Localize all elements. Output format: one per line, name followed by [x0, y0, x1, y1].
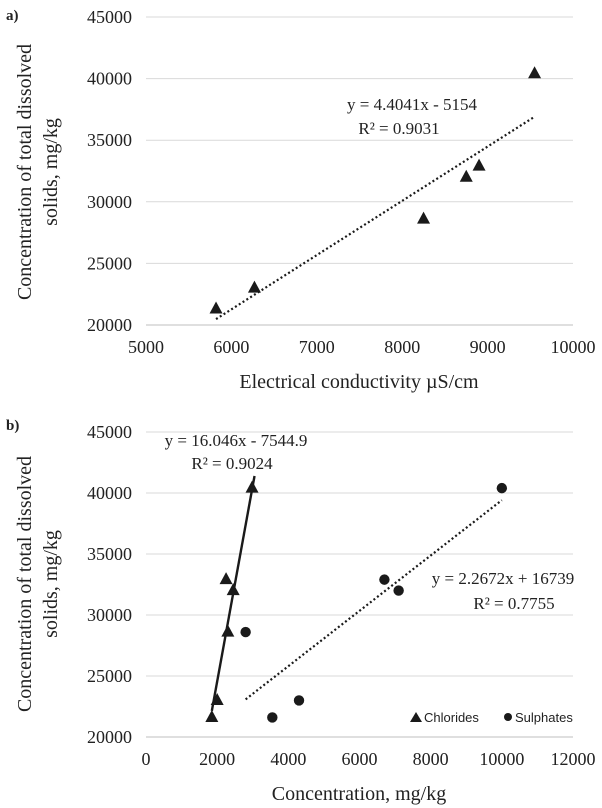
panel-a-y-axis-title-line2: solids, mg/kg — [40, 118, 62, 226]
trendline-sulphates — [244, 499, 503, 701]
panel-a-gridlines — [146, 16, 573, 264]
panel-a-chart: a) 20000 25000 30000 35000 40000 45000 5000 600… — [6, 7, 596, 393]
legend-sulphates-label: Sulphates — [515, 710, 573, 725]
y-tick-label: 40000 — [87, 69, 132, 89]
panel-b-chlorides-r2: R² = 0.9024 — [191, 454, 273, 473]
data-point-triangle — [459, 169, 473, 182]
panel-b-label: b) — [6, 418, 19, 434]
panel-a-points — [209, 66, 542, 314]
data-point-triangle — [226, 583, 240, 596]
y-tick-label: 20000 — [87, 315, 132, 335]
y-tick-label: 35000 — [87, 130, 132, 150]
x-tick-label: 9000 — [470, 337, 506, 357]
x-tick-label: 10000 — [479, 749, 524, 769]
y-tick-label: 45000 — [87, 422, 132, 442]
panel-b-y-axis-title-line2: solids, mg/kg — [40, 530, 62, 638]
data-point-circle — [267, 712, 278, 723]
x-tick-label: 10000 — [551, 337, 596, 357]
data-point-triangle — [417, 211, 431, 224]
y-tick-label: 20000 — [87, 727, 132, 747]
data-point-circle — [240, 626, 251, 638]
data-point-circle — [293, 695, 305, 706]
data-point-circle — [496, 482, 508, 494]
panel-b-chart: b) 20000 25000 30000 35000 40000 45000 0 2000 40… — [6, 418, 596, 805]
panel-a-label: a) — [6, 8, 19, 24]
y-tick-label: 30000 — [87, 192, 132, 212]
data-point-circle — [393, 585, 404, 596]
y-tick-label: 30000 — [87, 605, 132, 625]
x-tick-label: 6000 — [213, 337, 249, 357]
data-point-triangle — [209, 301, 223, 314]
y-tick-label: 25000 — [87, 666, 132, 686]
data-point-triangle — [221, 624, 235, 637]
x-tick-label: 6000 — [342, 749, 378, 769]
panel-a-x-axis-title: Electrical conductivity µS/cm — [239, 371, 479, 393]
x-tick-label: 12000 — [551, 749, 596, 769]
x-tick-label: 5000 — [128, 337, 164, 357]
panel-a-y-axis-title-line1: Concentration of total dissolved — [14, 44, 36, 300]
data-point-triangle — [472, 158, 486, 171]
panel-b-chlorides-equation: y = 16.046x - 7544.9 — [165, 431, 308, 450]
panel-b-legend: Chlorides Sulphates — [410, 710, 573, 725]
x-tick-label: 2000 — [199, 749, 235, 769]
panel-b-points — [205, 480, 508, 723]
x-tick-label: 7000 — [299, 337, 335, 357]
data-point-triangle — [210, 692, 224, 705]
legend-chlorides-marker — [410, 712, 422, 722]
legend-chlorides-label: Chlorides — [424, 710, 479, 725]
y-tick-label: 40000 — [87, 483, 132, 503]
panel-a-tick-labels: 20000 25000 30000 35000 40000 45000 5000 6000 70… — [87, 7, 596, 357]
data-point-triangle — [205, 710, 219, 723]
x-tick-label: 0 — [142, 749, 151, 769]
data-point-triangle — [219, 572, 233, 585]
data-point-triangle — [245, 480, 259, 493]
panel-b-sulphates-r2: R² = 0.7755 — [473, 594, 554, 613]
panel-b-x-axis-title: Concentration, mg/kg — [272, 783, 446, 805]
x-tick-label: 8000 — [413, 749, 449, 769]
y-tick-label: 35000 — [87, 544, 132, 564]
panel-b-y-axis-title-line1: Concentration of total dissolved — [14, 456, 36, 712]
data-point-circle — [379, 574, 390, 585]
data-point-triangle — [528, 66, 542, 79]
x-tick-label: 4000 — [270, 749, 306, 769]
panel-a-trendlines — [215, 115, 536, 321]
panel-a-r2: R² = 0.9031 — [358, 119, 439, 138]
trendline-series — [215, 115, 536, 321]
x-tick-label: 8000 — [384, 337, 420, 357]
panel-b-gridlines — [146, 431, 573, 677]
data-point-triangle — [247, 280, 261, 293]
panel-b-tick-labels: 20000 25000 30000 35000 40000 45000 0 2000 4000 6… — [87, 422, 596, 769]
y-tick-label: 45000 — [87, 7, 132, 27]
legend-sulphates-marker — [504, 713, 512, 721]
y-tick-label: 25000 — [87, 253, 132, 273]
panel-b-sulphates-equation: y = 2.2672x + 16739 — [432, 569, 574, 588]
panel-a-equation: y = 4.4041x - 5154 — [347, 95, 477, 114]
